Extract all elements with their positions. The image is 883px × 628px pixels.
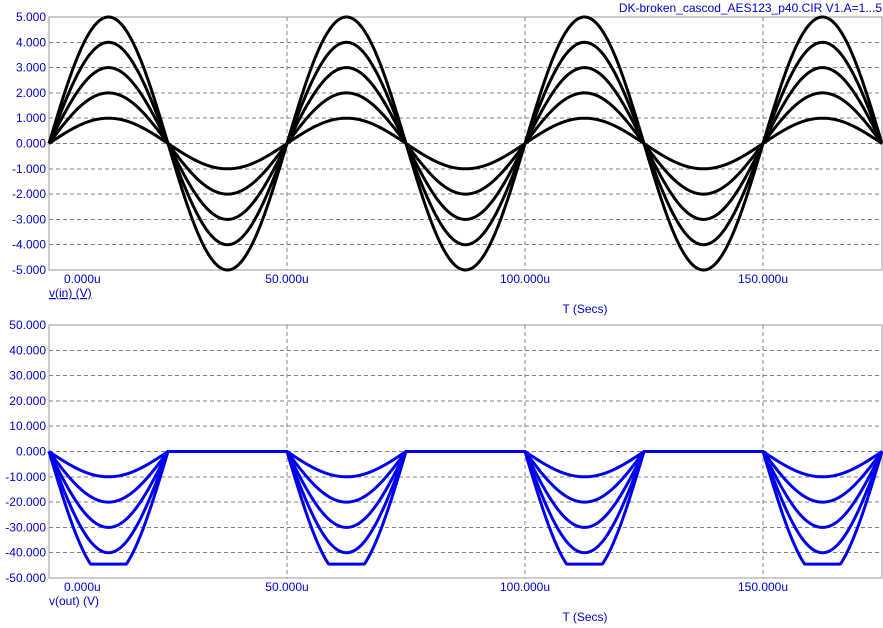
input-y-tick-label: -2.000 [12, 187, 46, 201]
input-x-tick-label: 50.000u [265, 272, 308, 286]
output-trace-label[interactable]: v(out) (V) [49, 594, 99, 608]
input-x-tick-label: 100.000u [500, 272, 550, 286]
input-trace-amplitude-2 [47, 91, 883, 196]
input-y-tick-label: -3.000 [12, 212, 46, 226]
output-y-tick-label: -50.000 [5, 571, 46, 585]
input-trace-amplitude-1 [48, 116, 883, 171]
output-y-tick-label: 20.000 [9, 394, 46, 408]
output-trace-amplitude-1 [48, 450, 883, 479]
input-y-tick-label: 3.000 [16, 61, 46, 75]
input-trace-amplitude-5 [47, 15, 883, 272]
input-y-tick-label: 1.000 [16, 111, 46, 125]
output-y-tick-label: -10.000 [5, 470, 46, 484]
input-y-tick-label: 0.000 [16, 137, 46, 151]
input-y-tick-label: -1.000 [12, 162, 46, 176]
input-x-tick-label: 150.000u [738, 272, 788, 286]
output-x-tick-label: 50.000u [265, 580, 308, 594]
output-x-tick-label: 0.000u [64, 580, 101, 594]
output-trace-amplitude-5 [47, 450, 883, 566]
output-y-tick-label: -40.000 [5, 546, 46, 560]
input-y-tick-label: 2.000 [16, 86, 46, 100]
output-y-tick-label: 50.000 [9, 318, 46, 332]
input-voltage-panel: 5.000 4.000 3.000 2.000 1.000 0.000 -1.000 -2.0… [12, 10, 883, 316]
input-trace-label[interactable]: v(in) (V) [49, 286, 92, 300]
plot-title: DK-broken_cascod_AES123_p40.CIR V1.A=1..… [619, 1, 882, 15]
output-trace-amplitude-3 [47, 450, 883, 529]
input-x-axis-label: T (Secs) [562, 302, 607, 316]
input-trace-amplitude-4 [47, 40, 883, 247]
input-trace-amplitude-3 [47, 66, 883, 221]
output-y-tick-label: -30.000 [5, 520, 46, 534]
output-x-tick-label: 100.000u [500, 580, 550, 594]
input-y-tick-label: -4.000 [12, 238, 46, 252]
input-x-tick-label: 0.000u [64, 272, 101, 286]
input-y-tick-label: -5.000 [12, 263, 46, 277]
output-y-tick-label: 0.000 [16, 445, 46, 459]
output-y-tick-label: -20.000 [5, 495, 46, 509]
output-x-tick-label: 150.000u [738, 580, 788, 594]
output-x-axis-label: T (Secs) [562, 610, 607, 624]
output-y-tick-label: 40.000 [9, 343, 46, 357]
input-y-tick-label: 5.000 [16, 10, 46, 24]
output-voltage-panel: 50.000 40.000 30.000 20.000 10.000 0.000 -10.0… [5, 318, 883, 624]
output-y-tick-label: 30.000 [9, 369, 46, 383]
output-y-tick-label: 10.000 [9, 419, 46, 433]
input-y-tick-label: 4.000 [16, 35, 46, 49]
